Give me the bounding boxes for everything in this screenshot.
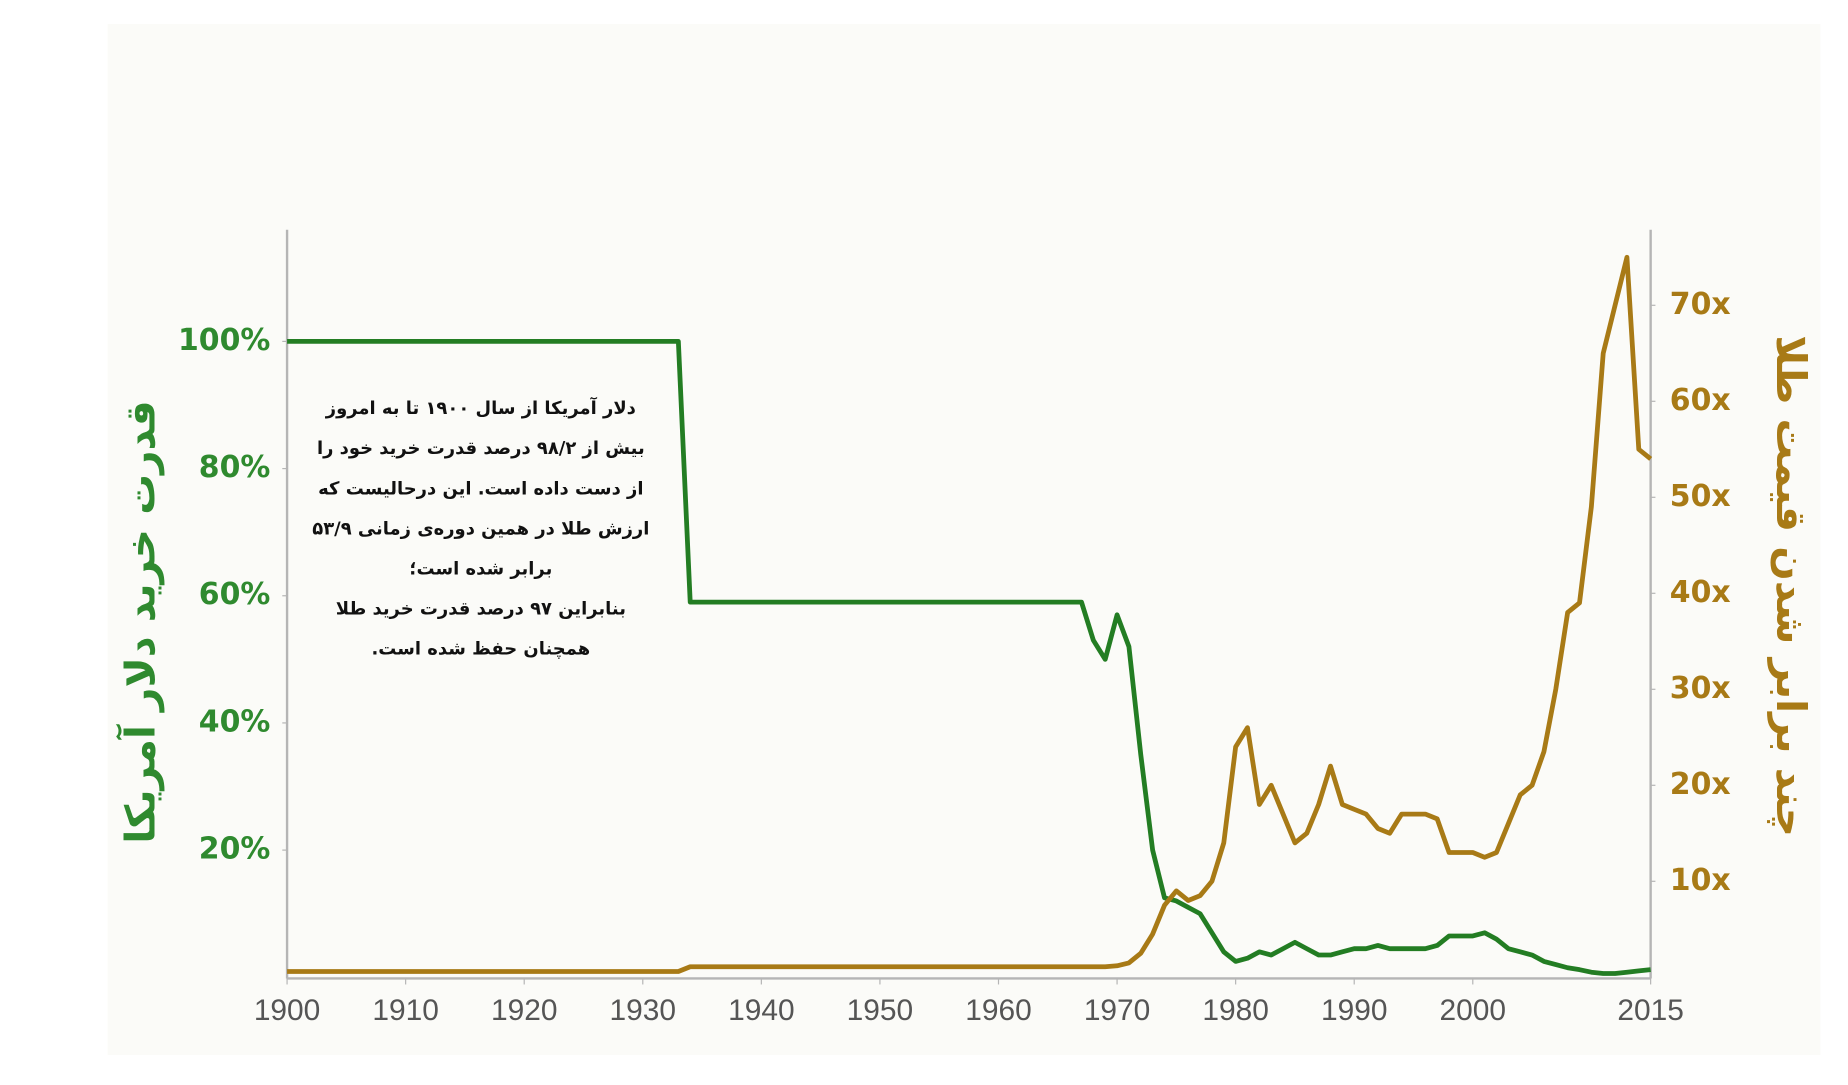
annotation-line: دلار آمریکا از سال ۱۹۰۰ تا به امروز xyxy=(325,396,636,419)
x-tick-label: 1990 xyxy=(1321,994,1388,1027)
y2-tick-label: 70x xyxy=(1670,287,1731,322)
x-tick-label: 1900 xyxy=(254,994,320,1027)
y2-axis-label: چند برابر شدن قیمت طلا xyxy=(1767,335,1815,837)
annotation-line: همچنان حفظ شده است. xyxy=(371,639,590,660)
x-tick-label: 1960 xyxy=(965,994,1032,1027)
x-tick-label: 1950 xyxy=(847,994,914,1027)
y2-tick-label: 10x xyxy=(1670,863,1731,898)
y-tick-label: 80% xyxy=(199,450,271,485)
x-tick-label: 1910 xyxy=(372,994,439,1027)
line-series xyxy=(287,339,1651,976)
y-axis-label: قدرت خرید دلار آمریکا xyxy=(116,400,165,843)
x-tick-label: 1930 xyxy=(610,994,677,1027)
line-series xyxy=(287,254,1653,974)
y2-tick-label: 60x xyxy=(1670,383,1731,418)
chart-background xyxy=(107,23,1821,1056)
annotation-line: ارزش طلا در همین دوره‌ی زمانی ۵۳/۹ xyxy=(312,518,649,539)
y2-tick-label: 40x xyxy=(1670,575,1731,610)
x-tick-label: 2015 xyxy=(1617,994,1684,1027)
y2-tick-label: 20x xyxy=(1670,767,1731,802)
y2-tick-label: 30x xyxy=(1670,671,1731,706)
annotation-line: بنابراین ۹۷ درصد قدرت خرید طلا xyxy=(336,598,626,619)
x-tick-label: 2000 xyxy=(1440,994,1507,1027)
y-tick-label: 100% xyxy=(178,323,270,358)
annotation-line: برابر شده است؛ xyxy=(409,558,552,579)
annotation-line: از دست داده است. این درحالیست که xyxy=(318,478,643,499)
y2-tick-label: 50x xyxy=(1670,479,1731,514)
x-tick-label: 1980 xyxy=(1202,994,1269,1027)
x-tick-label: 1940 xyxy=(728,994,795,1027)
y-tick-label: 60% xyxy=(199,577,271,612)
y-tick-label: 20% xyxy=(199,832,271,867)
x-tick-label: 1920 xyxy=(491,994,558,1027)
annotation-line: بیش از ۹۸/۲ درصد قدرت خرید خود را xyxy=(317,438,645,459)
x-tick-label: 1970 xyxy=(1084,994,1151,1027)
y-tick-label: 40% xyxy=(199,704,271,739)
